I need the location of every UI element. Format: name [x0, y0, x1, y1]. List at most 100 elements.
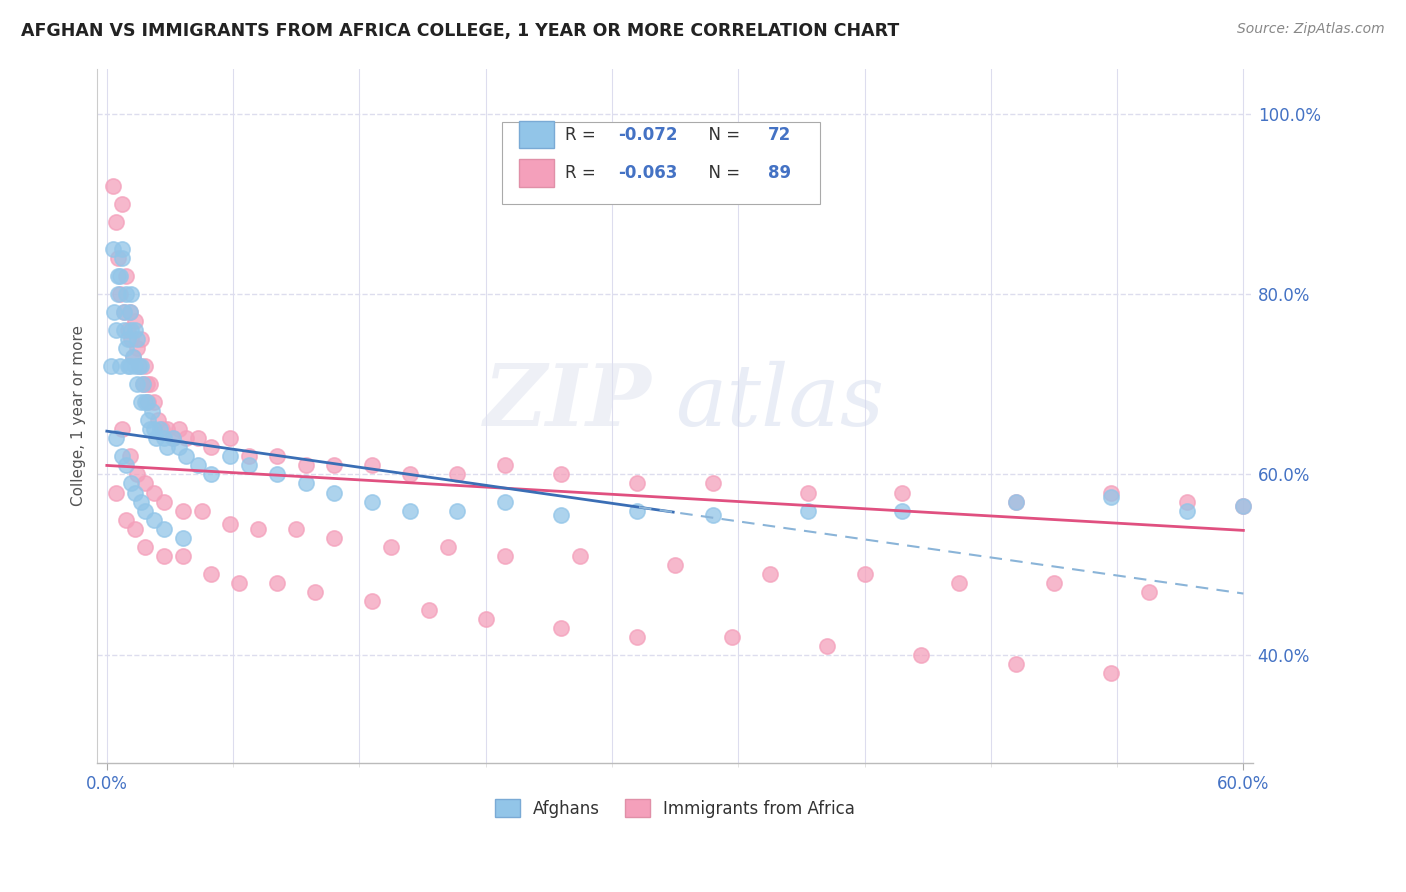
Point [138, 395, 160, 409]
Point [143, 485, 166, 500]
Point [122, 350, 145, 364]
Point [129, 494, 152, 508]
Point [474, 612, 496, 626]
Text: -0.063: -0.063 [619, 164, 678, 182]
Point [796, 485, 818, 500]
Text: R =: R = [565, 126, 602, 144]
Point [1175, 503, 1198, 517]
Point [156, 422, 179, 436]
Point [111, 251, 134, 265]
Point [399, 503, 422, 517]
Point [105, 431, 128, 445]
Point [156, 441, 179, 455]
Point [152, 522, 174, 536]
Point [304, 584, 326, 599]
Point [134, 503, 156, 517]
Text: 72: 72 [768, 126, 790, 144]
Point [100, 359, 122, 374]
Point [361, 593, 384, 607]
Point [127, 341, 149, 355]
Text: N =: N = [699, 164, 745, 182]
Point [219, 450, 242, 464]
Point [1043, 575, 1066, 590]
Point [120, 323, 142, 337]
Point [1099, 485, 1122, 500]
Text: 89: 89 [768, 164, 790, 182]
Text: -0.072: -0.072 [619, 126, 678, 144]
Point [176, 431, 198, 445]
Point [129, 332, 152, 346]
Point [569, 549, 592, 563]
Point [162, 431, 184, 445]
Point [107, 287, 129, 301]
Point [128, 359, 150, 374]
Point [120, 476, 142, 491]
Point [399, 467, 422, 482]
Point [105, 215, 128, 229]
Point [108, 359, 131, 374]
Point [200, 566, 222, 581]
Bar [519, 159, 554, 186]
Point [124, 522, 146, 536]
Point [361, 458, 384, 473]
Point [145, 431, 167, 445]
Legend: Afghans, Immigrants from Africa: Afghans, Immigrants from Africa [488, 793, 862, 824]
Point [494, 458, 516, 473]
Point [105, 485, 128, 500]
Point [117, 323, 139, 337]
FancyBboxPatch shape [502, 122, 820, 204]
Point [114, 287, 136, 301]
Point [112, 323, 135, 337]
Point [101, 178, 124, 193]
Text: N =: N = [699, 126, 745, 144]
Point [247, 522, 270, 536]
Point [139, 377, 162, 392]
Point [361, 494, 384, 508]
Point [238, 450, 260, 464]
Point [152, 549, 174, 563]
Point [132, 377, 155, 392]
Point [111, 197, 134, 211]
Point [146, 413, 169, 427]
Point [550, 621, 572, 635]
Point [1099, 665, 1122, 680]
Point [1232, 499, 1254, 513]
Point [128, 359, 150, 374]
Point [111, 422, 134, 436]
Point [219, 431, 242, 445]
Point [134, 476, 156, 491]
Point [114, 458, 136, 473]
Point [167, 441, 190, 455]
Bar [519, 120, 554, 148]
Point [134, 395, 156, 409]
Point [418, 603, 440, 617]
Point [127, 377, 149, 392]
Point [124, 314, 146, 328]
Point [118, 359, 141, 374]
Point [172, 503, 194, 517]
Point [118, 450, 141, 464]
Point [550, 508, 572, 522]
Point [114, 341, 136, 355]
Point [853, 566, 876, 581]
Point [111, 242, 134, 256]
Point [107, 268, 129, 283]
Point [124, 485, 146, 500]
Text: atlas: atlas [675, 360, 884, 443]
Point [702, 476, 724, 491]
Point [135, 395, 157, 409]
Point [190, 503, 212, 517]
Point [129, 359, 152, 374]
Point [446, 467, 468, 482]
Point [117, 332, 139, 346]
Point [152, 494, 174, 508]
Point [948, 575, 970, 590]
Point [323, 531, 346, 545]
Point [152, 431, 174, 445]
Point [266, 575, 288, 590]
Point [132, 377, 155, 392]
Text: R =: R = [565, 164, 602, 182]
Point [759, 566, 782, 581]
Point [138, 413, 160, 427]
Point [167, 422, 190, 436]
